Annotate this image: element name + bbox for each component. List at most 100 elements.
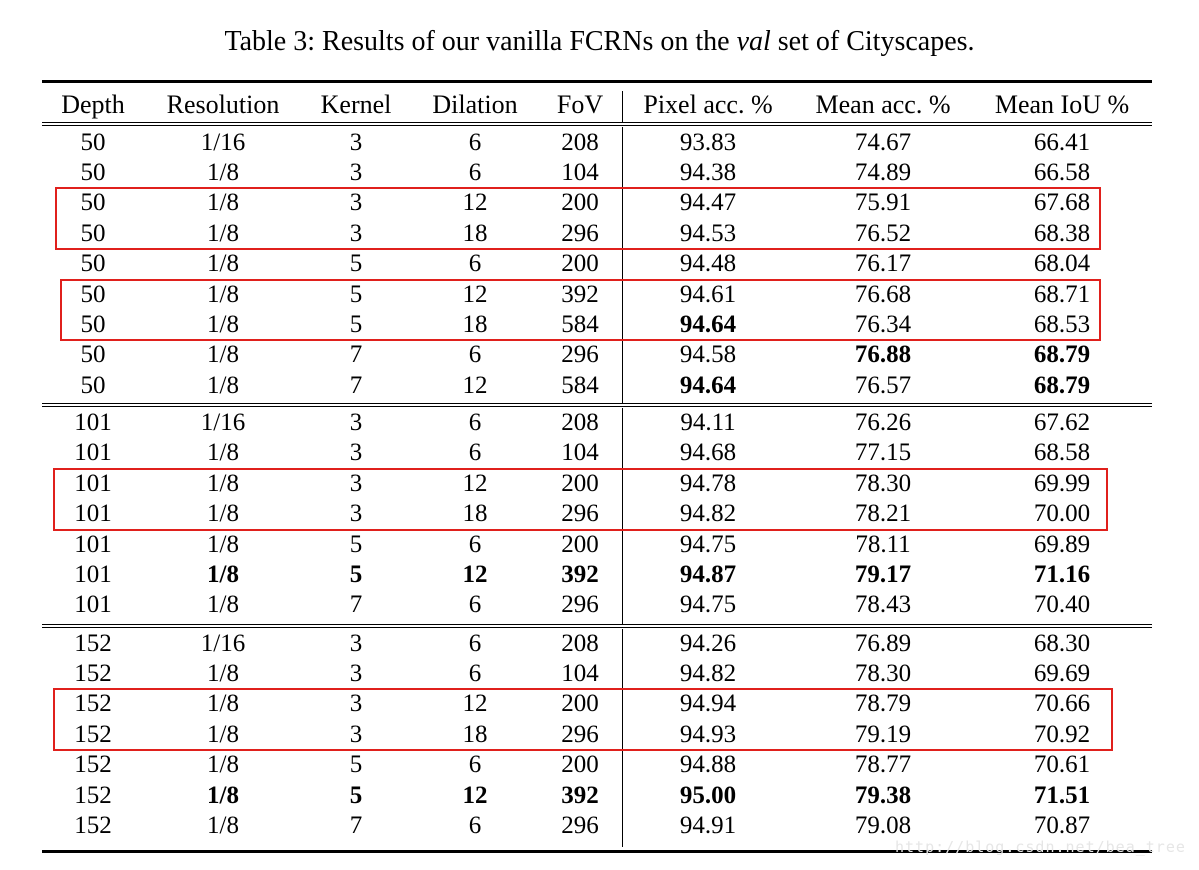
table-row: 152 1/8 3 6 104 94.82 78.30 69.69: [0, 659, 1199, 689]
table-cell: 3: [349, 629, 363, 657]
table-cell: 1/16: [200, 128, 246, 156]
watermark: http://blog.csdn.net/bea_tree: [895, 838, 1186, 856]
table-cell: 1/8: [207, 469, 239, 497]
table-cell: 392: [561, 781, 599, 809]
table-cell: 1/8: [207, 690, 239, 718]
column-divider-header: [622, 91, 623, 122]
table-cell: 78.43: [854, 591, 912, 619]
table-cell: 75.91: [854, 189, 912, 217]
column-header: Mean IoU %: [994, 90, 1130, 119]
table-row: 152 1/8 3 18 296 94.93 79.19 70.92: [0, 720, 1199, 750]
table-cell: 5: [349, 781, 363, 809]
table-cell: 79.38: [854, 781, 912, 809]
table-cell: 200: [561, 690, 599, 718]
table-cell: 1/8: [207, 310, 239, 338]
table-cell: 18: [462, 310, 488, 338]
column-divider-group-3: [622, 629, 623, 847]
table-cell: 101: [74, 439, 112, 467]
table-cell: 3: [349, 409, 363, 436]
table-row: 101 1/8 3 6 104 94.68 77.15 68.58: [0, 438, 1199, 468]
table-cell: 12: [462, 690, 488, 718]
header-rule-2: [42, 125, 1152, 126]
table-cell: 392: [561, 280, 599, 308]
table-cell: 101: [74, 591, 112, 619]
table-cell: 94.61: [679, 280, 737, 308]
table-cell: 6: [468, 341, 482, 369]
table-cell: 104: [561, 158, 599, 186]
table-cell: 296: [561, 591, 599, 619]
table-cell: 12: [462, 189, 488, 217]
column-header: FoV: [556, 90, 604, 119]
table-cell: 200: [561, 250, 599, 278]
table-cell: 94.82: [679, 659, 737, 687]
table-cell: 68.79: [1033, 341, 1091, 369]
table-cell: 152: [74, 720, 112, 748]
table-cell: 70.92: [1033, 720, 1091, 748]
table-caption: Table 3: Results of our vanilla FCRNs on…: [0, 24, 1199, 60]
table-cell: 66.41: [1033, 128, 1091, 156]
caption-italic: val: [736, 26, 771, 57]
header-row: Depth Resolution Kernel Dilation FoV Pixel ac…: [0, 83, 1199, 127]
table-cell: 71.51: [1033, 781, 1091, 809]
table-cell: 70.00: [1033, 500, 1091, 528]
table-cell: 76.89: [854, 629, 912, 657]
table-row: 152 1/8 7 6 296 94.91 79.08 70.87: [0, 811, 1199, 841]
highlight-box: [60, 278, 1101, 342]
table-cell: 101: [74, 469, 112, 497]
table-cell: 6: [468, 751, 482, 779]
group-rule-2a: [42, 624, 1152, 625]
table-cell: 1/8: [207, 591, 239, 619]
table-cell: 70.40: [1033, 591, 1091, 619]
table-cell: 67.62: [1033, 409, 1091, 436]
table-cell: 76.52: [854, 219, 912, 247]
table-row: 152 1/8 5 12 392 95.00 79.38 71.51: [0, 781, 1199, 811]
table-cell: 50: [80, 158, 106, 186]
table-cell: 94.75: [679, 530, 737, 558]
table-cell: 69.99: [1033, 469, 1091, 497]
column-divider-group-2: [622, 408, 623, 624]
group-rule-2b: [42, 627, 1152, 628]
table-cell: 94.38: [679, 158, 737, 186]
table-cell: 1/16: [200, 409, 246, 436]
table-cell: 12: [462, 371, 488, 399]
table-cell: 1/8: [207, 250, 239, 278]
table-cell: 7: [349, 371, 363, 399]
table-row: 50 1/8 5 6 200 94.48 76.17 68.04: [0, 249, 1199, 279]
table-cell: 104: [561, 659, 599, 687]
table-cell: 50: [80, 280, 106, 308]
table-cell: 5: [349, 250, 363, 278]
group-rule-1b: [42, 406, 1152, 407]
table-cell: 200: [561, 469, 599, 497]
table-cell: 78.21: [854, 500, 912, 528]
highlight-box: [53, 467, 1108, 531]
table-cell: 1/16: [200, 629, 246, 657]
table-cell: 152: [74, 781, 112, 809]
table-cell: 94.53: [679, 219, 737, 247]
table-cell: 7: [349, 341, 363, 369]
table-cell: 6: [468, 659, 482, 687]
table-cell: 152: [74, 659, 112, 687]
table-row: 50 1/8 3 12 200 94.47 75.91 67.68: [0, 188, 1199, 218]
table-cell: 79.08: [854, 811, 912, 839]
table-cell: 68.71: [1033, 280, 1091, 308]
table-cell: 94.94: [679, 690, 737, 718]
table-cell: 6: [468, 250, 482, 278]
table-cell: 50: [80, 128, 106, 156]
table-cell: 12: [462, 781, 488, 809]
table-cell: 1/8: [207, 500, 239, 528]
table-cell: 200: [561, 751, 599, 779]
table-row: 50 1/8 3 18 296 94.53 76.52 68.38: [0, 219, 1199, 249]
table-cell: 70.87: [1033, 811, 1091, 839]
table-cell: 12: [462, 469, 488, 497]
table-cell: 94.87: [679, 561, 737, 588]
table-cell: 68.79: [1033, 371, 1091, 399]
table-cell: 6: [468, 128, 482, 156]
table-cell: 79.19: [854, 720, 912, 748]
table-row: 101 1/8 5 12 392 94.87 79.17 71.16: [0, 560, 1199, 590]
table-cell: 152: [74, 690, 112, 718]
table-cell: 101: [74, 409, 112, 436]
table-cell: 94.93: [679, 720, 737, 748]
table-cell: 101: [74, 561, 112, 588]
table-cell: 94.82: [679, 500, 737, 528]
table-cell: 152: [74, 811, 112, 839]
